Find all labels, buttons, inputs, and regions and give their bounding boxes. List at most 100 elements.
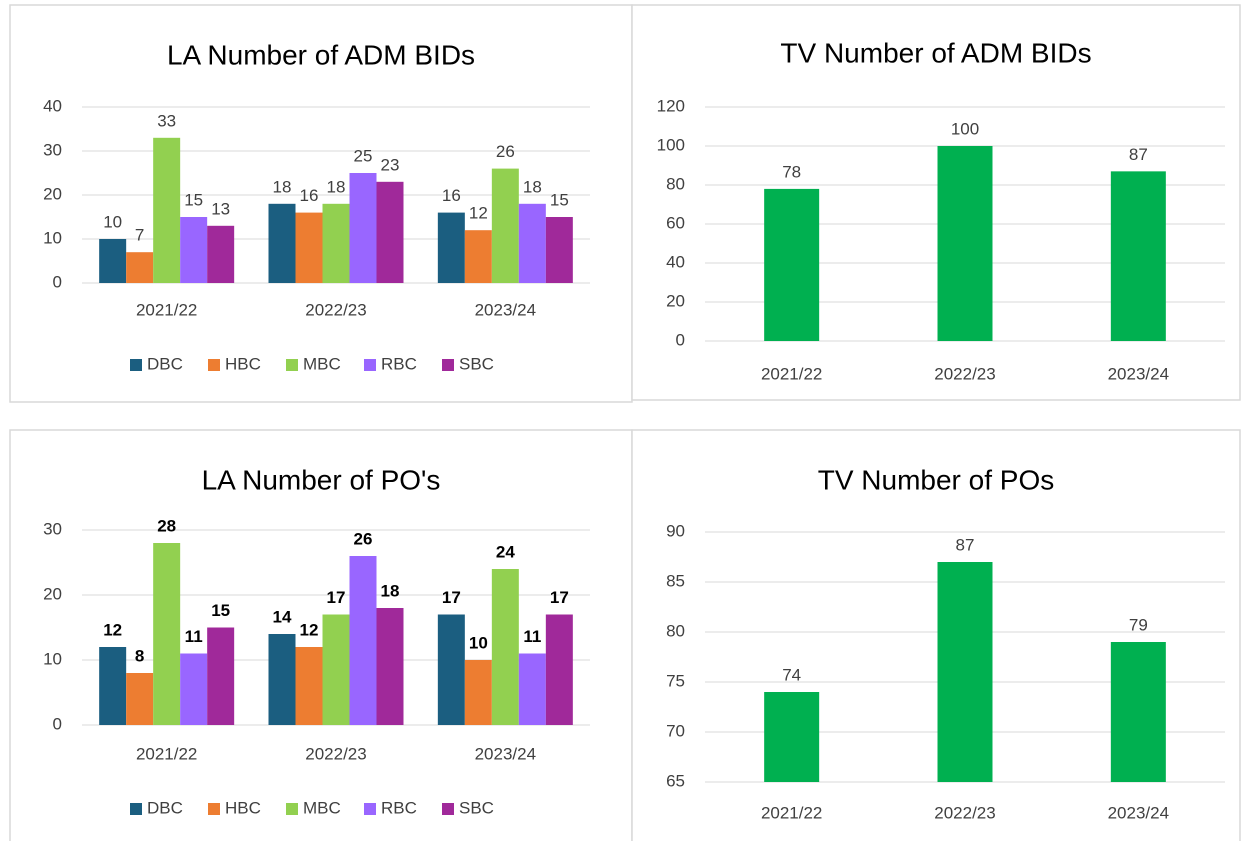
- bar: [268, 203, 296, 283]
- bar: [1110, 642, 1166, 782]
- bar: [937, 562, 993, 782]
- bar: [464, 230, 492, 283]
- data-label: 10: [469, 633, 488, 652]
- x-tick-label: 2022/23: [305, 300, 366, 319]
- y-tick-label: 20: [43, 584, 62, 603]
- legend-swatch: [364, 803, 376, 815]
- x-tick-label: 2022/23: [934, 803, 995, 822]
- legend-swatch: [130, 359, 142, 371]
- y-tick-label: 30: [43, 519, 62, 538]
- legend-swatch: [286, 803, 298, 815]
- bar: [545, 217, 573, 283]
- y-tick-label: 40: [43, 96, 62, 115]
- y-tick-label: 75: [666, 671, 685, 690]
- x-tick-label: 2022/23: [305, 744, 366, 763]
- data-label: 100: [951, 119, 979, 138]
- y-tick-label: 40: [666, 252, 685, 271]
- data-label: 12: [103, 620, 122, 639]
- data-label: 11: [523, 627, 541, 646]
- data-label: 10: [103, 212, 122, 231]
- x-tick-label: 2021/22: [761, 364, 822, 383]
- legend-label: RBC: [381, 354, 417, 373]
- y-tick-label: 10: [43, 649, 62, 668]
- bar: [545, 614, 573, 725]
- y-tick-label: 90: [666, 521, 685, 540]
- y-tick-label: 100: [657, 135, 685, 154]
- bar: [153, 137, 181, 283]
- bar: [99, 647, 127, 725]
- x-tick-label: 2022/23: [934, 364, 995, 383]
- bar: [207, 225, 235, 283]
- bar: [295, 647, 323, 725]
- bar: [764, 692, 820, 782]
- data-label: 33: [157, 111, 176, 130]
- data-label: 23: [381, 155, 400, 174]
- y-tick-label: 65: [666, 771, 685, 790]
- data-label: 18: [327, 177, 346, 196]
- legend-swatch: [364, 359, 376, 371]
- bar: [518, 653, 546, 725]
- data-label: 28: [157, 516, 176, 535]
- bar: [322, 203, 350, 283]
- x-tick-label: 2023/24: [475, 744, 536, 763]
- data-label: 17: [442, 588, 461, 607]
- data-label: 18: [273, 177, 292, 196]
- data-label: 15: [184, 190, 203, 209]
- data-label: 15: [550, 190, 569, 209]
- y-tick-label: 30: [43, 140, 62, 159]
- chart-title: TV Number of ADM BIDs: [780, 37, 1091, 68]
- chart-title: LA Number of ADM BIDs: [167, 39, 475, 70]
- bar: [376, 181, 404, 283]
- bar: [153, 543, 181, 725]
- bar: [180, 217, 208, 283]
- bar: [1110, 171, 1166, 341]
- data-label: 13: [211, 199, 230, 218]
- bar: [376, 608, 404, 725]
- bar: [126, 673, 154, 725]
- x-tick-label: 2023/24: [1108, 803, 1169, 822]
- bar: [464, 660, 492, 725]
- bar: [268, 634, 296, 725]
- bar: [295, 212, 323, 283]
- bar: [764, 188, 820, 341]
- data-label: 14: [273, 607, 292, 626]
- legend-swatch: [130, 803, 142, 815]
- bar: [349, 556, 377, 725]
- data-label: 24: [496, 542, 515, 561]
- data-label: 87: [1129, 145, 1148, 164]
- data-label: 12: [469, 204, 488, 223]
- data-label: 87: [956, 535, 975, 554]
- legend-label: RBC: [381, 798, 417, 817]
- data-label: 17: [327, 588, 346, 607]
- data-label: 78: [782, 162, 801, 181]
- y-tick-label: 80: [666, 174, 685, 193]
- legend-label: MBC: [303, 798, 341, 817]
- data-label: 26: [354, 529, 373, 548]
- data-label: 17: [550, 588, 569, 607]
- bar: [207, 627, 235, 725]
- data-label: 11: [185, 627, 203, 646]
- data-label: 16: [442, 186, 461, 205]
- x-tick-label: 2023/24: [475, 300, 536, 319]
- x-tick-label: 2021/22: [761, 803, 822, 822]
- y-tick-label: 20: [666, 291, 685, 310]
- x-tick-label: 2021/22: [136, 744, 197, 763]
- y-tick-label: 80: [666, 621, 685, 640]
- data-label: 15: [211, 601, 230, 620]
- legend-label: SBC: [459, 354, 494, 373]
- bar: [126, 252, 154, 283]
- data-label: 16: [300, 186, 319, 205]
- y-tick-label: 10: [43, 228, 62, 247]
- y-tick-label: 0: [53, 272, 62, 291]
- bar: [437, 614, 465, 725]
- legend-swatch: [442, 359, 454, 371]
- legend-swatch: [208, 803, 220, 815]
- legend-label: HBC: [225, 354, 261, 373]
- bar: [180, 653, 208, 725]
- y-tick-label: 70: [666, 721, 685, 740]
- legend-swatch: [208, 359, 220, 371]
- bar: [491, 168, 519, 283]
- bar: [99, 239, 127, 283]
- bar: [518, 203, 546, 283]
